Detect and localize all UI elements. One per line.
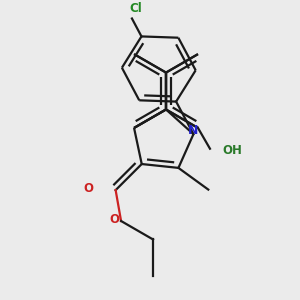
Text: OH: OH xyxy=(222,144,242,157)
Text: N: N xyxy=(188,124,199,137)
Text: Cl: Cl xyxy=(129,2,142,15)
Text: O: O xyxy=(83,182,93,195)
Text: O: O xyxy=(110,213,120,226)
